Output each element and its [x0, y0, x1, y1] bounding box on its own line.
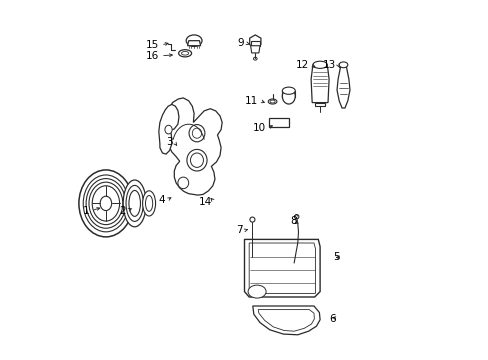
- Ellipse shape: [186, 149, 206, 171]
- Ellipse shape: [312, 61, 326, 68]
- Text: 8: 8: [289, 216, 296, 226]
- Polygon shape: [187, 41, 200, 46]
- Ellipse shape: [178, 50, 191, 57]
- Polygon shape: [159, 104, 179, 154]
- Ellipse shape: [339, 62, 347, 68]
- Ellipse shape: [123, 180, 146, 227]
- Text: 16: 16: [145, 51, 159, 61]
- Ellipse shape: [247, 285, 265, 298]
- Ellipse shape: [181, 51, 188, 55]
- Text: 5: 5: [333, 252, 339, 262]
- Ellipse shape: [268, 99, 276, 104]
- Polygon shape: [250, 46, 260, 53]
- Polygon shape: [268, 118, 288, 127]
- Ellipse shape: [253, 57, 257, 60]
- Polygon shape: [250, 41, 260, 46]
- Polygon shape: [314, 103, 325, 106]
- Ellipse shape: [178, 177, 188, 189]
- Ellipse shape: [192, 128, 201, 138]
- Text: 15: 15: [145, 40, 159, 50]
- Ellipse shape: [89, 182, 122, 225]
- Ellipse shape: [186, 35, 202, 46]
- Text: 14: 14: [199, 197, 212, 207]
- Polygon shape: [336, 67, 349, 108]
- Ellipse shape: [126, 185, 143, 221]
- Polygon shape: [258, 310, 314, 331]
- Text: 2: 2: [119, 206, 125, 216]
- Text: 3: 3: [165, 137, 172, 147]
- Ellipse shape: [129, 190, 140, 216]
- Polygon shape: [310, 65, 328, 103]
- Ellipse shape: [294, 215, 298, 219]
- Text: 1: 1: [83, 206, 89, 216]
- Ellipse shape: [142, 191, 155, 216]
- Ellipse shape: [249, 217, 254, 222]
- Polygon shape: [252, 306, 320, 335]
- Ellipse shape: [282, 88, 295, 104]
- Text: 4: 4: [158, 195, 165, 205]
- Polygon shape: [249, 35, 261, 48]
- Ellipse shape: [164, 125, 172, 134]
- Ellipse shape: [83, 175, 128, 232]
- Ellipse shape: [100, 196, 111, 211]
- Polygon shape: [249, 243, 315, 293]
- Ellipse shape: [282, 87, 295, 94]
- Ellipse shape: [86, 179, 125, 228]
- Text: 6: 6: [329, 314, 336, 324]
- Text: 12: 12: [295, 60, 309, 70]
- Ellipse shape: [269, 100, 275, 103]
- Polygon shape: [166, 98, 222, 195]
- Text: 11: 11: [244, 96, 258, 106]
- Ellipse shape: [92, 186, 120, 221]
- Text: 10: 10: [252, 123, 265, 133]
- Ellipse shape: [190, 153, 203, 167]
- Polygon shape: [244, 239, 320, 297]
- Text: 13: 13: [323, 60, 336, 70]
- Ellipse shape: [189, 125, 204, 142]
- Text: 7: 7: [236, 225, 242, 235]
- Text: 9: 9: [237, 38, 244, 48]
- Ellipse shape: [79, 170, 133, 237]
- Ellipse shape: [145, 195, 152, 211]
